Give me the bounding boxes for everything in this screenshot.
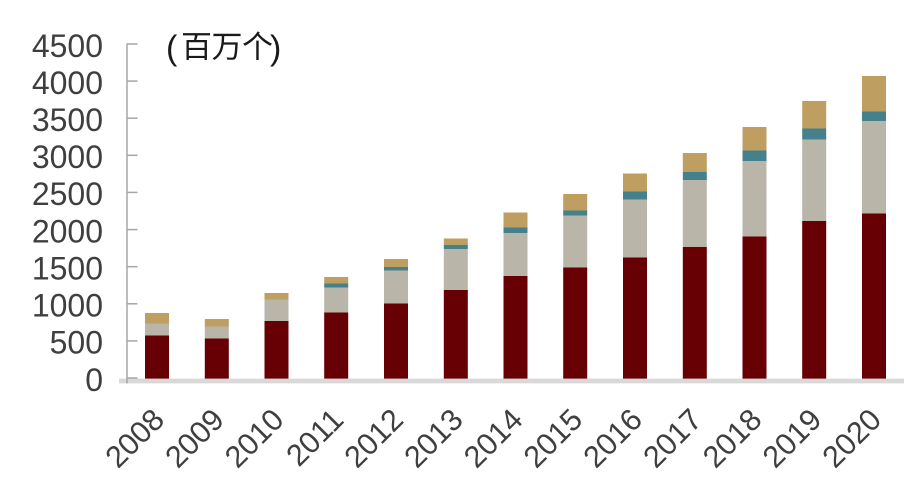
svg-text:1000: 1000 [32,288,103,324]
svg-text:3000: 3000 [32,139,103,175]
svg-text:1500: 1500 [32,251,103,287]
svg-text:(: ( [166,30,178,68]
svg-text:3500: 3500 [32,102,103,138]
svg-text:500: 500 [50,325,103,361]
svg-text:2500: 2500 [32,176,103,212]
svg-text:4500: 4500 [32,28,103,64]
svg-text:4000: 4000 [32,65,103,101]
svg-text:): ) [270,30,281,68]
svg-text:2000: 2000 [32,213,103,249]
svg-text:0: 0 [85,362,103,398]
